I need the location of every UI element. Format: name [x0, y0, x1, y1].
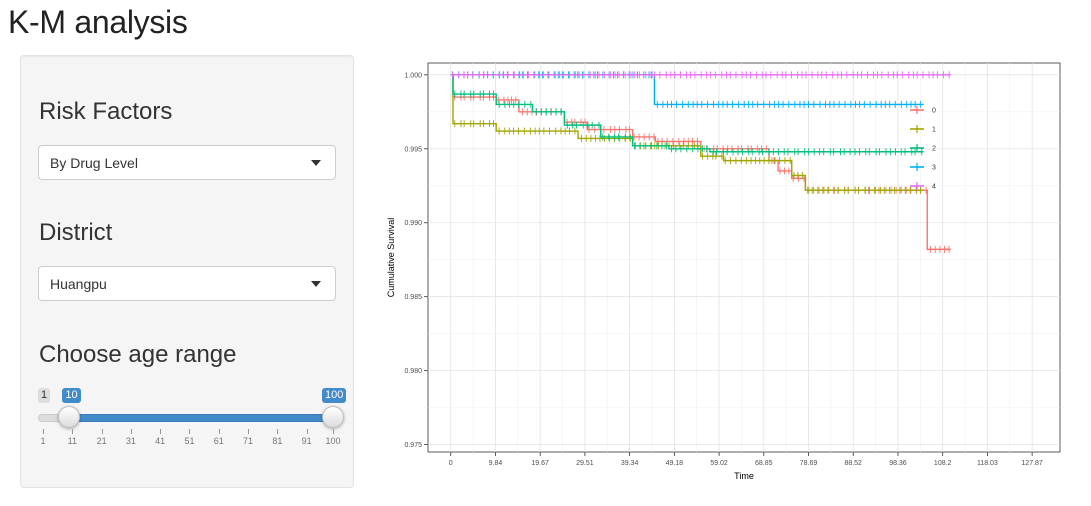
y-tick-label: 1.000	[404, 72, 422, 79]
slider-min-label: 1	[38, 388, 51, 403]
slider-from-label: 10	[62, 388, 81, 403]
x-axis-title: Time	[734, 471, 754, 481]
y-tick-label: 0.995	[404, 146, 422, 153]
x-tick-label: 98.36	[889, 460, 907, 467]
slider-tick	[189, 429, 191, 434]
x-tick-label: 59.02	[710, 460, 728, 467]
slider-tick-label: 71	[243, 436, 254, 446]
slider-to-label: 100	[322, 388, 347, 403]
slider-tick	[277, 429, 279, 434]
district-label: District	[39, 219, 113, 246]
slider-tick	[248, 429, 250, 434]
slider-tick-label: 1	[40, 436, 46, 446]
slider-tick-label: 61	[213, 436, 224, 446]
slider-handle-from[interactable]	[58, 406, 81, 428]
x-tick-label: 118.03	[977, 460, 998, 467]
sidebar-panel: Risk Factors By Drug Level District Huan…	[20, 55, 354, 488]
slider-tick	[130, 429, 132, 434]
y-tick-label: 0.975	[404, 442, 422, 449]
y-tick-label: 0.980	[404, 368, 422, 375]
slider-tick-label: 31	[125, 436, 136, 446]
legend-label-3: 3	[932, 165, 936, 172]
slider-tick-label: 41	[155, 436, 166, 446]
x-tick-label: 9.84	[489, 460, 503, 467]
plot-panel	[427, 62, 1061, 453]
y-tick-label: 0.985	[404, 294, 422, 301]
slider-tick	[101, 429, 103, 434]
x-tick-label: 127.87	[1021, 460, 1043, 467]
x-tick-label: 39.34	[621, 460, 639, 467]
age-range-slider[interactable]: 1 10 100 1 11 21 31 41 51 61 71 81 91 100	[38, 386, 347, 446]
chevron-down-icon	[311, 160, 321, 166]
slider-tick	[72, 429, 74, 434]
x-tick-label: 68.85	[755, 460, 773, 467]
y-axis-title: Cumulative Survival	[386, 218, 396, 298]
x-tick-label: 19.67	[531, 460, 549, 467]
age-range-label: Choose age range	[39, 341, 237, 368]
slider-handle-to[interactable]	[322, 406, 344, 428]
slider-tick	[333, 429, 334, 434]
risk-factors-select[interactable]: By Drug Level	[38, 145, 336, 180]
x-tick-label: 29.51	[576, 460, 594, 467]
slider-tick	[306, 429, 308, 434]
x-tick-label: 49.18	[666, 460, 684, 467]
legend-label-2: 2	[932, 146, 936, 153]
x-tick-label: 88.52	[844, 460, 862, 467]
slider-range-bar[interactable]	[69, 414, 333, 422]
slider-tick-label: 21	[96, 436, 107, 446]
risk-factors-label: Risk Factors	[39, 98, 173, 125]
slider-tick-label: 100	[325, 436, 341, 446]
slider-tick-label: 11	[67, 436, 77, 446]
legend-label-4: 4	[932, 184, 936, 191]
risk-factors-value: By Drug Level	[50, 155, 138, 171]
page-title: K-M analysis	[8, 4, 188, 40]
slider-tick-label: 51	[184, 436, 195, 446]
x-tick-label: 0	[449, 460, 453, 467]
y-tick-label: 0.990	[404, 220, 422, 227]
x-tick-label: 78.69	[800, 460, 818, 467]
slider-tick	[160, 429, 162, 434]
legend-label-1: 1	[932, 127, 936, 134]
slider-tick-label: 91	[301, 436, 312, 446]
district-select[interactable]: Huangpu	[38, 266, 336, 301]
chevron-down-icon	[311, 281, 321, 287]
district-value: Huangpu	[50, 276, 107, 292]
slider-tick-label: 81	[272, 436, 283, 446]
x-tick-label: 108.2	[934, 460, 952, 467]
legend-label-0: 0	[932, 108, 936, 115]
slider-tick	[43, 429, 44, 434]
km-survival-chart: 0 9.84 19.67 29.51 39.34 49.18 59.02 68.85 78.69…	[386, 62, 1061, 481]
slider-tick	[218, 429, 220, 434]
